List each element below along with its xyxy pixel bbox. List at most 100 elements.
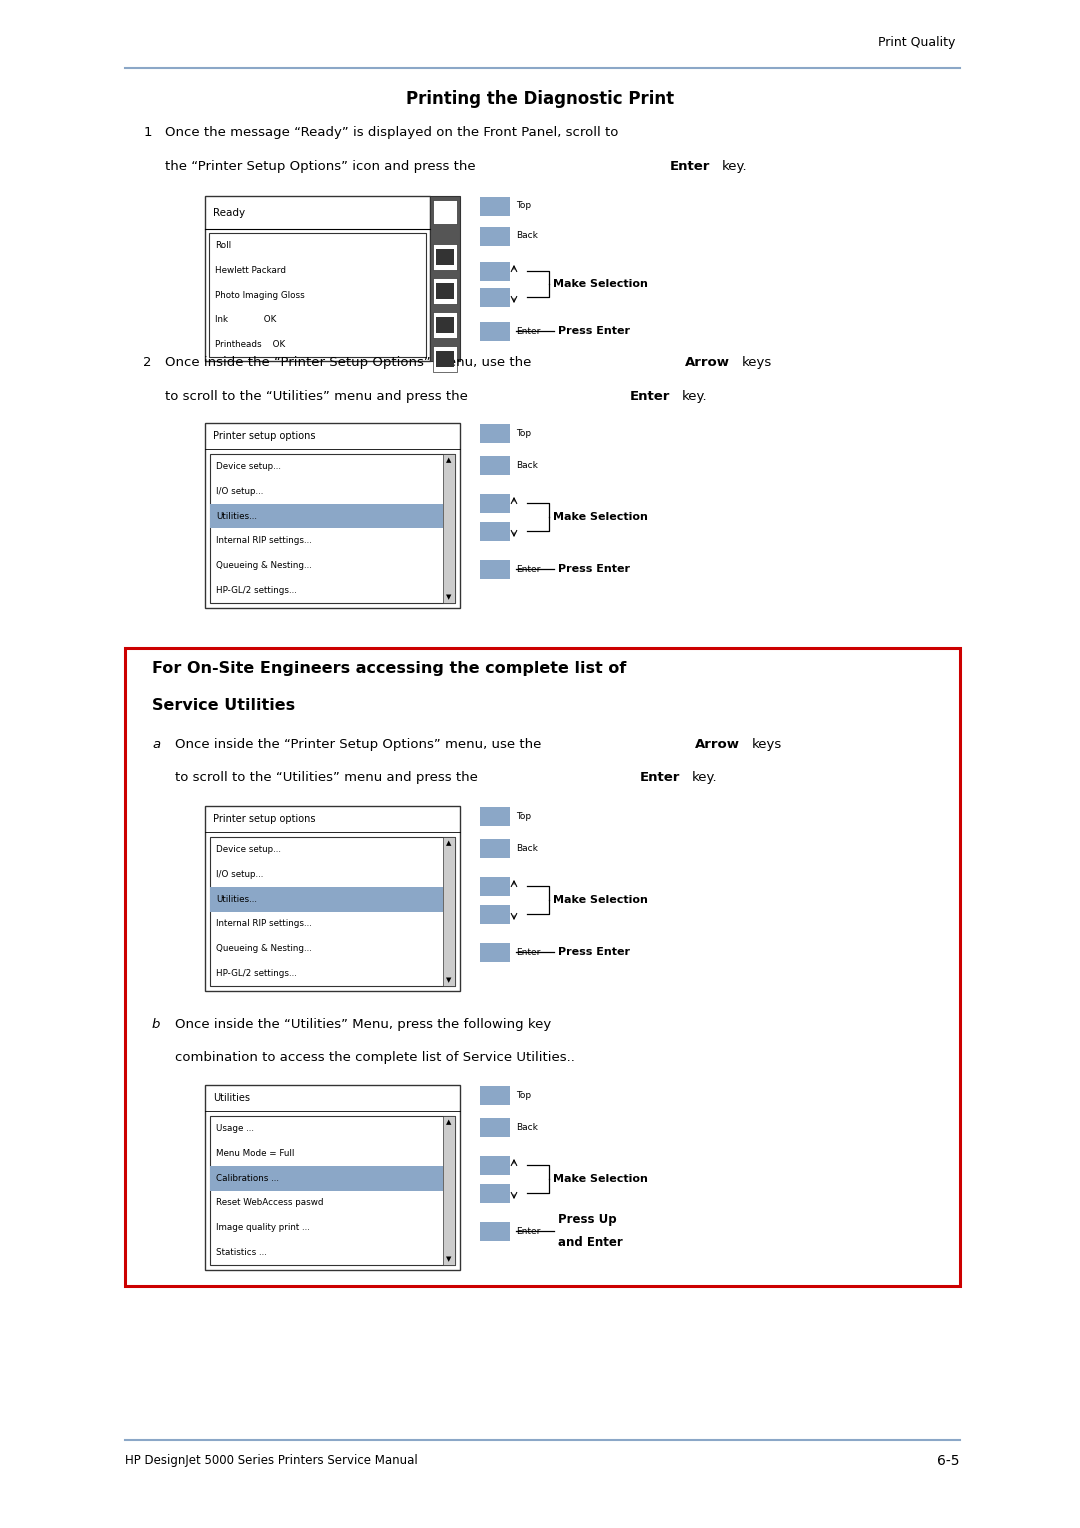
Bar — [480, 1085, 510, 1105]
Text: Once the message “Ready” is displayed on the Front Panel, scroll to: Once the message “Ready” is displayed on… — [165, 125, 619, 139]
Bar — [443, 454, 455, 604]
Text: Menu Mode = Full: Menu Mode = Full — [216, 1149, 295, 1158]
Text: a: a — [152, 738, 160, 750]
Text: Utilities...: Utilities... — [216, 894, 257, 903]
Bar — [125, 648, 960, 1287]
Text: Once inside the “Printer Setup Options” menu, use the: Once inside the “Printer Setup Options” … — [165, 356, 536, 368]
Text: Utilities...: Utilities... — [216, 512, 257, 521]
Bar — [210, 837, 455, 986]
Text: Make Selection: Make Selection — [553, 1174, 648, 1184]
Text: combination to access the complete list of Service Utilities..: combination to access the complete list … — [175, 1051, 575, 1063]
Text: Make Selection: Make Selection — [553, 895, 648, 905]
Bar — [480, 1184, 510, 1203]
Text: ▼: ▼ — [446, 594, 451, 601]
Bar — [480, 321, 510, 341]
Text: Printing the Diagnostic Print: Printing the Diagnostic Print — [406, 90, 674, 108]
Text: Printheads    OK: Printheads OK — [215, 341, 285, 348]
Bar — [210, 232, 426, 358]
Bar — [210, 504, 443, 529]
Text: Device setup...: Device setup... — [216, 845, 281, 854]
Bar — [433, 312, 457, 338]
Text: ▲: ▲ — [446, 840, 451, 847]
Bar — [480, 455, 510, 475]
Text: Back: Back — [516, 843, 538, 853]
Bar — [205, 423, 460, 608]
Text: Enter: Enter — [670, 160, 711, 173]
Text: Enter: Enter — [516, 1227, 540, 1236]
Bar — [480, 261, 510, 281]
Text: Internal RIP settings...: Internal RIP settings... — [216, 536, 312, 545]
Bar — [480, 1221, 510, 1241]
Text: Press Enter: Press Enter — [558, 947, 630, 957]
Text: HP-GL/2 settings...: HP-GL/2 settings... — [216, 587, 297, 594]
Text: Enter: Enter — [516, 327, 540, 336]
Text: b: b — [152, 1018, 160, 1031]
Text: Press Up: Press Up — [558, 1213, 617, 1227]
Text: Roll: Roll — [215, 241, 231, 251]
Bar — [480, 494, 510, 512]
Bar — [480, 226, 510, 246]
Text: Queueing & Nesting...: Queueing & Nesting... — [216, 944, 312, 953]
Text: Service Utilities: Service Utilities — [152, 698, 295, 714]
Text: Image quality print ...: Image quality print ... — [216, 1224, 310, 1232]
Text: Queueing & Nesting...: Queueing & Nesting... — [216, 561, 312, 570]
Text: Arrow: Arrow — [696, 738, 740, 750]
Text: HP-GL/2 settings...: HP-GL/2 settings... — [216, 969, 297, 978]
Text: Enter: Enter — [516, 947, 540, 957]
Bar — [433, 278, 457, 304]
Bar — [436, 283, 454, 299]
Text: Make Selection: Make Selection — [553, 512, 648, 523]
Bar — [480, 943, 510, 961]
Text: Back: Back — [516, 460, 538, 469]
Text: Make Selection: Make Selection — [553, 280, 648, 289]
Text: Once inside the “Utilities” Menu, press the following key: Once inside the “Utilities” Menu, press … — [175, 1018, 551, 1031]
Text: Statistics ...: Statistics ... — [216, 1248, 267, 1258]
Text: Back: Back — [516, 1123, 538, 1132]
Text: ▲: ▲ — [446, 1118, 451, 1125]
Text: Top: Top — [516, 811, 531, 821]
Text: HP DesignJet 5000 Series Printers Service Manual: HP DesignJet 5000 Series Printers Servic… — [125, 1455, 418, 1467]
Text: Utilities: Utilities — [213, 1093, 249, 1103]
Bar — [480, 877, 510, 895]
Text: Once inside the “Printer Setup Options” menu, use the: Once inside the “Printer Setup Options” … — [175, 738, 545, 750]
Bar — [480, 521, 510, 541]
Text: Usage ...: Usage ... — [216, 1125, 254, 1132]
Text: 6-5: 6-5 — [937, 1455, 960, 1468]
Bar — [480, 423, 510, 443]
Bar — [480, 197, 510, 215]
Text: Enter: Enter — [516, 564, 540, 573]
Text: the “Printer Setup Options” icon and press the: the “Printer Setup Options” icon and pre… — [165, 160, 480, 173]
Bar — [480, 807, 510, 825]
Text: Top: Top — [516, 202, 531, 211]
Text: Reset WebAccess paswd: Reset WebAccess paswd — [216, 1198, 324, 1207]
Bar — [436, 249, 454, 264]
Text: I/O setup...: I/O setup... — [216, 869, 264, 879]
Bar — [480, 839, 510, 857]
Bar — [480, 905, 510, 923]
Bar — [443, 1115, 455, 1265]
Bar — [480, 287, 510, 307]
Bar — [210, 454, 455, 604]
Bar — [210, 886, 443, 912]
Text: Back: Back — [516, 232, 538, 240]
Text: Internal RIP settings...: Internal RIP settings... — [216, 920, 312, 929]
Text: Ready: Ready — [213, 208, 245, 217]
Text: For On-Site Engineers accessing the complete list of: For On-Site Engineers accessing the comp… — [152, 662, 626, 675]
Text: keys: keys — [752, 738, 782, 750]
Text: to scroll to the “Utilities” menu and press the: to scroll to the “Utilities” menu and pr… — [175, 772, 482, 784]
Text: 1: 1 — [144, 125, 152, 139]
Text: Calibrations ...: Calibrations ... — [216, 1174, 279, 1183]
Bar — [205, 196, 430, 361]
Bar — [443, 837, 455, 986]
Bar — [480, 559, 510, 579]
Bar — [433, 345, 457, 371]
Text: Ink             OK: Ink OK — [215, 315, 276, 324]
Bar — [205, 805, 460, 992]
Bar — [436, 316, 454, 333]
Text: key.: key. — [681, 390, 707, 403]
Text: Arrow: Arrow — [685, 356, 730, 368]
Bar — [433, 200, 457, 225]
Text: Hewlett Packard: Hewlett Packard — [215, 266, 286, 275]
Text: Printer setup options: Printer setup options — [213, 814, 315, 824]
Text: Photo Imaging Gloss: Photo Imaging Gloss — [215, 290, 305, 299]
